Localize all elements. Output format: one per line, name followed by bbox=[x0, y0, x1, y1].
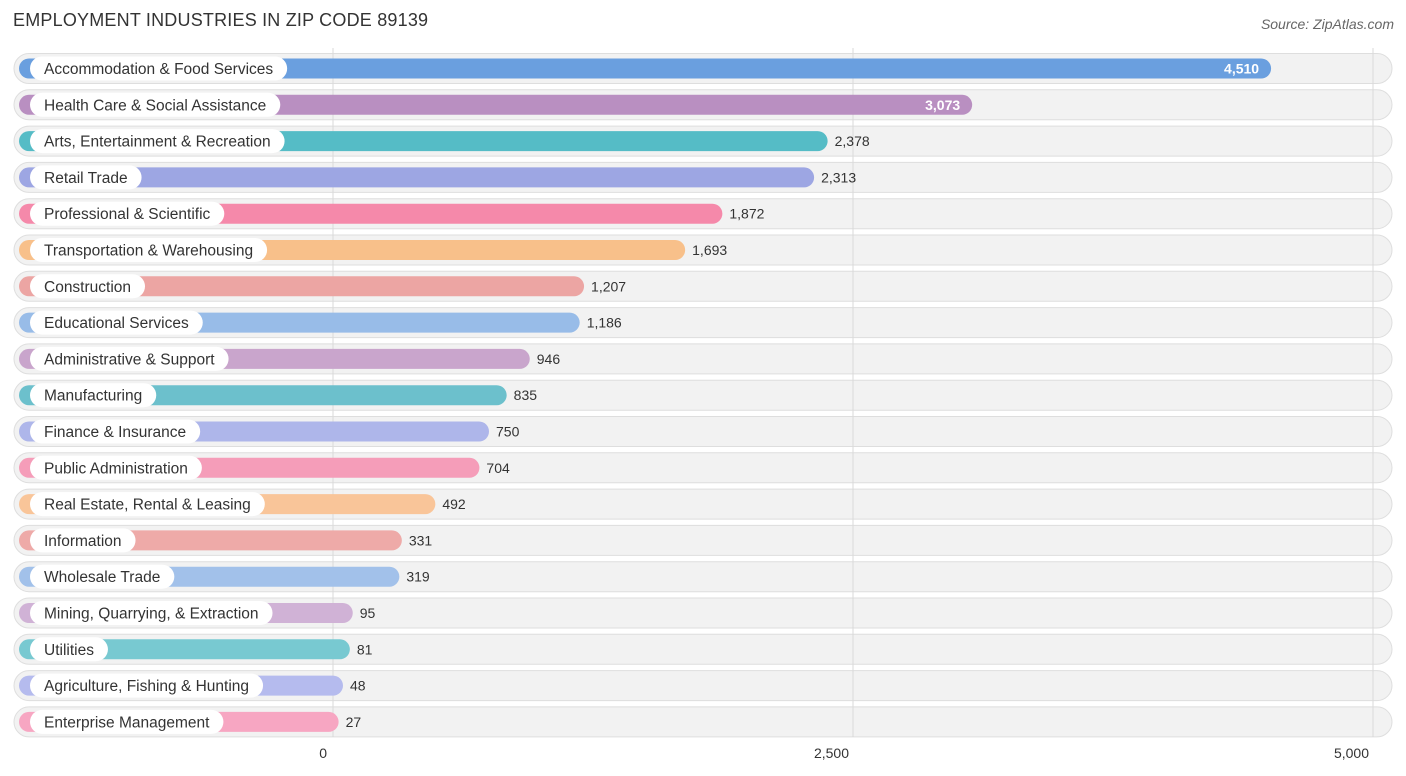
category-label: Wholesale Trade bbox=[44, 569, 160, 586]
bar[interactable] bbox=[19, 58, 1272, 79]
category-label: Administrative & Support bbox=[44, 351, 215, 368]
bar-group: Real Estate, Rental & Leasing 492 bbox=[19, 492, 466, 517]
row-background bbox=[13, 597, 1393, 629]
bar-group: Arts, Entertainment & Recreation 2,378 bbox=[19, 129, 870, 154]
category-label-background bbox=[30, 528, 136, 553]
bar-group: Agriculture, Fishing & Hunting 48 bbox=[19, 673, 366, 698]
bar-group: Health Care & Social Assistance 3,073 bbox=[19, 92, 973, 117]
value-label: 4,510 bbox=[1224, 61, 1259, 77]
bar[interactable] bbox=[19, 167, 815, 188]
category-label-background bbox=[30, 274, 146, 299]
category-label: Information bbox=[44, 533, 122, 550]
value-label: 27 bbox=[346, 714, 362, 730]
category-label: Retail Trade bbox=[44, 170, 128, 187]
bar-group: Accommodation & Food Services 4,510 bbox=[19, 56, 1272, 81]
category-label: Professional & Scientific bbox=[44, 206, 211, 223]
x-tick-label: 5,000 bbox=[1334, 745, 1369, 761]
value-label: 81 bbox=[357, 641, 373, 657]
x-tick-label: 2,500 bbox=[814, 745, 849, 761]
value-label: 2,378 bbox=[835, 133, 870, 149]
row-background bbox=[13, 633, 1393, 665]
category-label: Arts, Entertainment & Recreation bbox=[44, 134, 271, 151]
category-label-background bbox=[30, 673, 264, 698]
bar-group: Manufacturing 835 bbox=[19, 383, 538, 408]
value-label: 3,073 bbox=[925, 97, 960, 113]
category-label-background bbox=[30, 92, 281, 117]
category-label-background bbox=[30, 492, 265, 517]
chart-title: EMPLOYMENT INDUSTRIES IN ZIP CODE 89139 bbox=[13, 10, 429, 30]
category-label-background bbox=[30, 455, 202, 480]
category-label: Public Administration bbox=[44, 460, 188, 477]
category-label: Real Estate, Rental & Leasing bbox=[44, 497, 251, 514]
bar-group: Information 331 bbox=[19, 528, 433, 553]
category-label-background bbox=[30, 564, 175, 589]
value-label: 492 bbox=[442, 496, 466, 512]
value-label: 1,693 bbox=[692, 242, 727, 258]
row-background bbox=[13, 670, 1393, 702]
category-label-background bbox=[30, 310, 203, 335]
category-label: Enterprise Management bbox=[44, 714, 210, 731]
x-tick-label: 0 bbox=[319, 745, 327, 761]
bar-group: Educational Services 1,186 bbox=[19, 310, 622, 335]
category-label: Mining, Quarrying, & Extraction bbox=[44, 606, 259, 623]
bar-group: Wholesale Trade 319 bbox=[19, 564, 430, 589]
category-label-background bbox=[30, 709, 224, 734]
value-label: 1,207 bbox=[591, 278, 626, 294]
value-label: 704 bbox=[486, 460, 510, 476]
category-label: Health Care & Social Assistance bbox=[44, 97, 266, 114]
category-label-background bbox=[30, 383, 157, 408]
value-label: 750 bbox=[496, 424, 520, 440]
category-label: Transportation & Warehousing bbox=[44, 243, 253, 260]
category-label-background bbox=[30, 238, 268, 262]
bar-group: Administrative & Support 946 bbox=[19, 346, 561, 371]
value-label: 946 bbox=[537, 351, 561, 367]
category-label: Finance & Insurance bbox=[44, 424, 186, 441]
category-label: Manufacturing bbox=[44, 388, 142, 405]
bar-group: Professional & Scientific 1,872 bbox=[19, 201, 765, 226]
category-label-background bbox=[30, 419, 201, 444]
row-background bbox=[13, 706, 1393, 738]
category-label-background bbox=[30, 637, 108, 662]
source-label: Source: ZipAtlas.com bbox=[1260, 16, 1394, 32]
value-label: 835 bbox=[514, 387, 538, 403]
bar-group: Enterprise Management 27 bbox=[19, 709, 362, 734]
bar-group: Retail Trade 2,313 bbox=[19, 165, 856, 190]
bar-group: Public Administration 704 bbox=[19, 455, 510, 480]
category-label: Construction bbox=[44, 279, 131, 296]
bar-group: Transportation & Warehousing 1,693 bbox=[19, 238, 727, 262]
category-label-background bbox=[30, 601, 273, 625]
category-label-background bbox=[30, 165, 142, 190]
bar-group: Mining, Quarrying, & Extraction 95 bbox=[19, 601, 376, 625]
category-label-background bbox=[30, 201, 225, 226]
category-label: Accommodation & Food Services bbox=[44, 61, 273, 78]
bar[interactable] bbox=[19, 276, 585, 297]
category-label: Agriculture, Fishing & Hunting bbox=[44, 678, 249, 695]
value-label: 95 bbox=[360, 605, 376, 621]
bar-group: Utilities 81 bbox=[19, 637, 373, 662]
value-label: 1,186 bbox=[587, 315, 622, 331]
category-label-background bbox=[30, 56, 288, 81]
category-label-background bbox=[30, 129, 285, 154]
bar-group: Construction 1,207 bbox=[19, 274, 626, 299]
bar-group: Finance & Insurance 750 bbox=[19, 419, 520, 444]
value-label: 319 bbox=[406, 569, 430, 585]
category-label: Educational Services bbox=[44, 315, 189, 332]
value-label: 2,313 bbox=[821, 169, 856, 185]
category-label-background bbox=[30, 346, 229, 371]
value-label: 48 bbox=[350, 678, 366, 694]
value-label: 1,872 bbox=[729, 206, 764, 222]
value-label: 331 bbox=[409, 532, 433, 548]
category-label: Utilities bbox=[44, 642, 94, 659]
